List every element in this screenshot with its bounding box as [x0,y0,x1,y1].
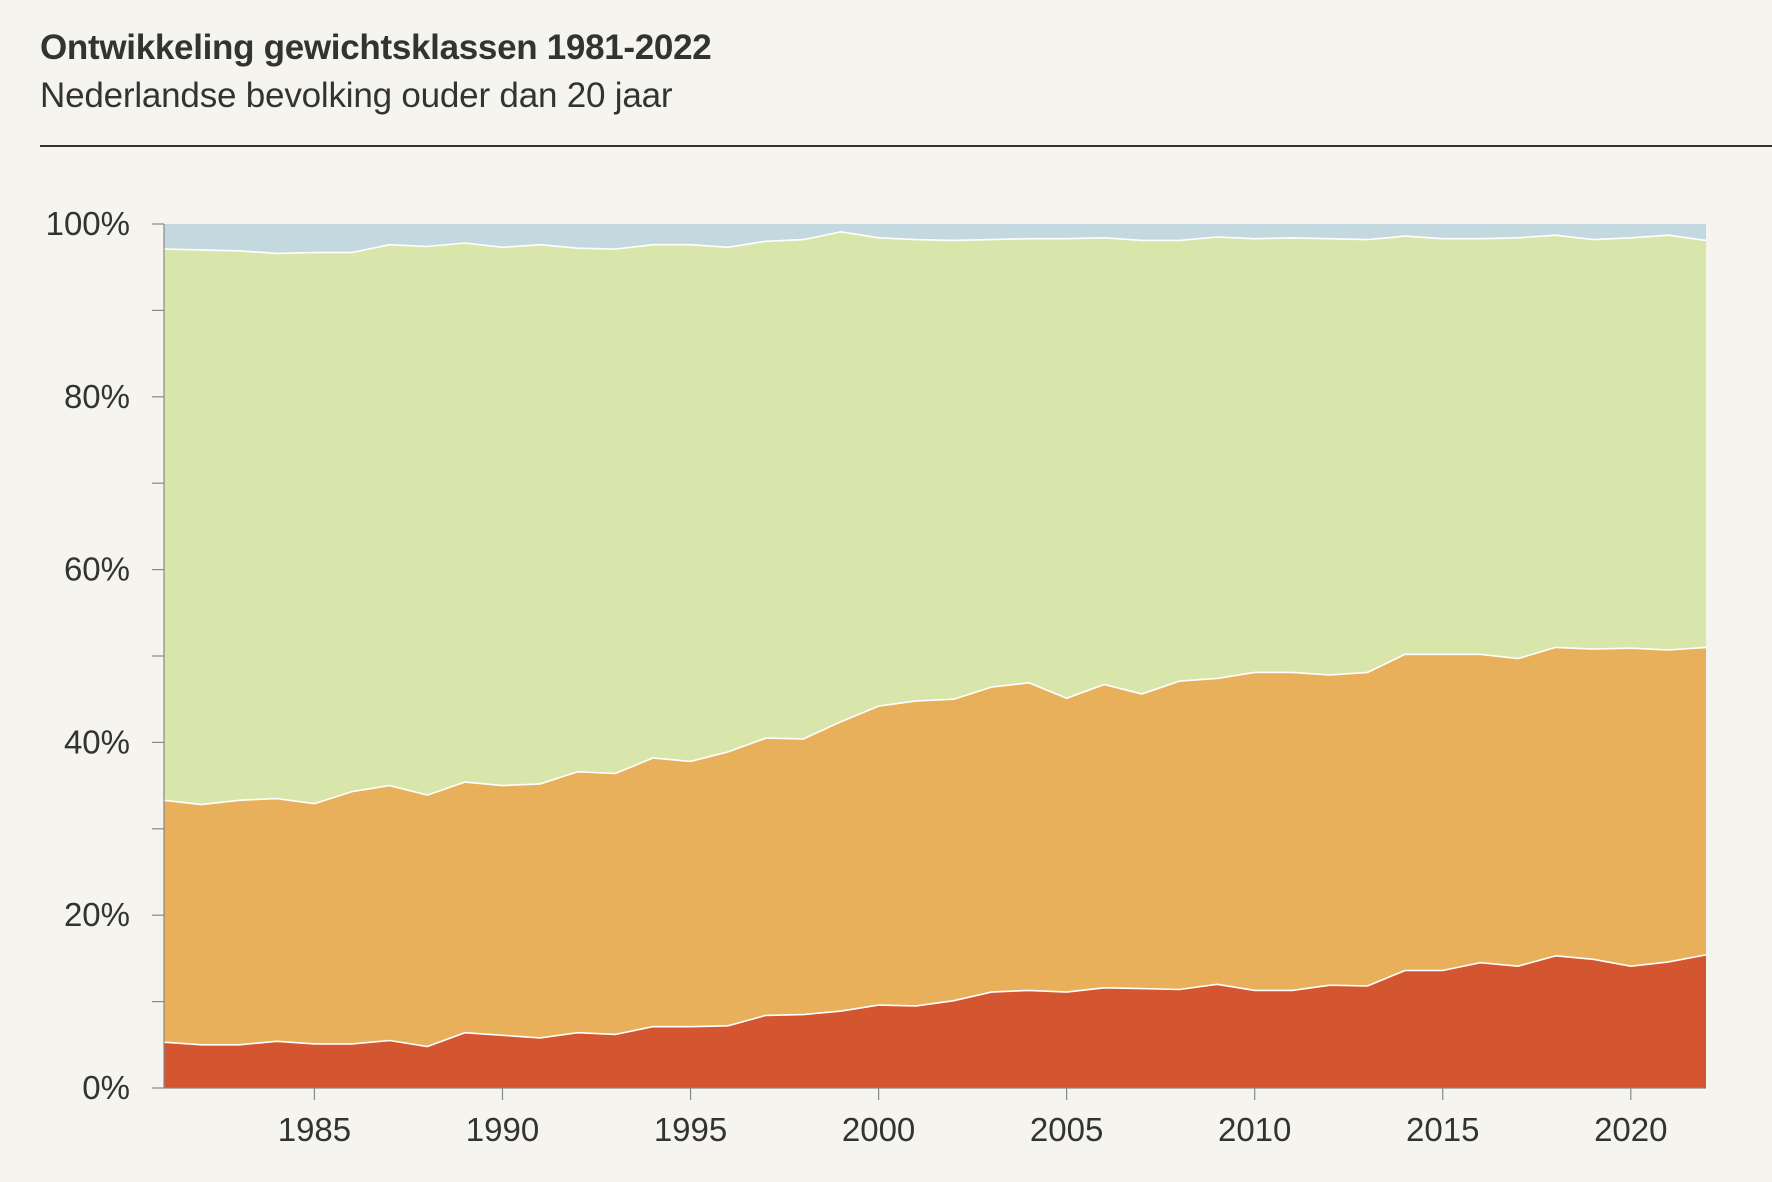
x-tick-label: 1990 [466,1111,539,1148]
x-tick-label: 2020 [1594,1111,1667,1148]
area-layers [163,224,1707,1088]
y-tick-label: 80% [64,378,130,415]
chart-subtitle: Nederlandse bevolking ouder dan 20 jaar [40,76,673,115]
x-tick-label: 1995 [654,1111,727,1148]
boundary-band-3 [163,230,1707,255]
y-tick-label: 60% [64,551,130,588]
area-band-3 [164,231,1706,805]
y-tick-label: 0% [82,1069,130,1106]
y-tick-label: 20% [64,896,130,933]
boundary-band-1 [163,954,1707,1048]
chart-title: Ontwikkeling gewichtsklassen 1981-2022 [40,28,712,67]
y-tick-label: 40% [64,723,130,760]
area-band-2 [164,647,1706,1047]
boundary-band-2 [163,646,1707,806]
area-band-4 [164,224,1706,254]
y-axis: 0% 20% 40% 60% 80% 100% [46,205,165,1106]
y-tick-label: 100% [46,205,130,242]
x-axis: 1985 1990 1995 2000 2005 2010 2015 2020 [164,1087,1706,1148]
x-tick-label: 2010 [1218,1111,1291,1148]
x-tick-label: 2015 [1406,1111,1479,1148]
x-tick-label: 2000 [842,1111,915,1148]
x-tick-label: 1985 [278,1111,351,1148]
x-tick-label: 2005 [1030,1111,1103,1148]
header-divider [40,145,1772,147]
area-band-1 [164,954,1706,1088]
